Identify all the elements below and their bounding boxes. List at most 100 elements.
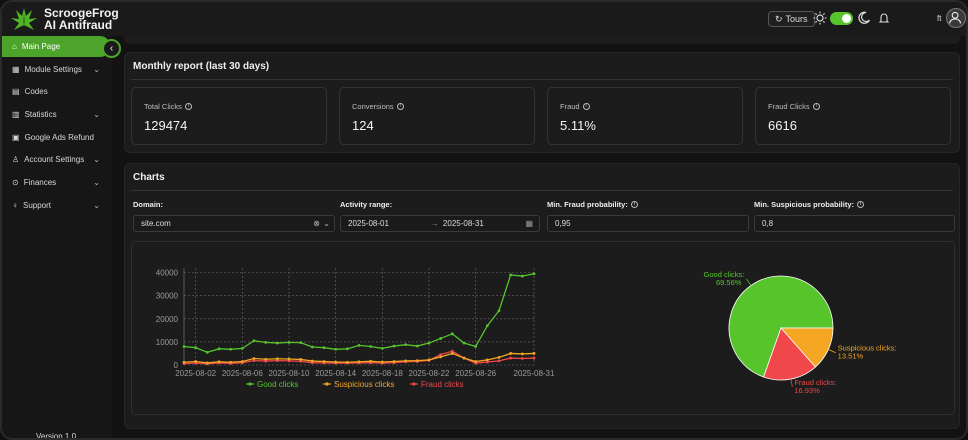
data-point[interactable] <box>252 359 256 363</box>
data-point[interactable] <box>182 360 186 364</box>
data-point[interactable] <box>322 346 326 350</box>
data-point[interactable] <box>345 360 349 364</box>
domain-select[interactable]: site.com ⊗ ⌄ <box>133 215 335 232</box>
data-point[interactable] <box>205 350 209 354</box>
data-point[interactable] <box>194 360 198 363</box>
data-point[interactable] <box>252 357 256 360</box>
data-point[interactable] <box>509 273 513 277</box>
brand[interactable]: ScroogeFrog AI Antifraud <box>10 6 119 32</box>
info-icon[interactable]: i <box>396 103 404 110</box>
data-point[interactable] <box>264 357 268 361</box>
data-point[interactable] <box>427 341 431 345</box>
legend-item[interactable]: Suspicious clicks <box>323 380 394 389</box>
data-point[interactable] <box>357 360 361 364</box>
data-point[interactable] <box>369 359 373 363</box>
data-point[interactable] <box>509 352 513 355</box>
data-point[interactable] <box>357 343 361 347</box>
data-point[interactable] <box>310 359 314 363</box>
collapse-sidebar-button[interactable]: ‹ <box>102 39 121 58</box>
data-point[interactable] <box>240 346 244 350</box>
legend-item[interactable]: Fraud clicks <box>410 380 464 389</box>
data-point[interactable] <box>380 360 384 364</box>
data-point[interactable] <box>392 360 396 363</box>
data-point[interactable] <box>182 345 186 348</box>
sidebar-item-codes[interactable]: ▤ Codes <box>2 81 112 102</box>
info-icon[interactable]: i <box>812 103 820 110</box>
data-point[interactable] <box>520 352 524 356</box>
data-point[interactable] <box>474 360 478 363</box>
sidebar-item-statistics[interactable]: ▥ Statistics ⌄ <box>2 104 112 125</box>
info-icon[interactable]: i <box>857 201 865 208</box>
sun-icon[interactable] <box>813 11 827 25</box>
activity-range-picker[interactable]: 2025-08-01 → 2025-08-31 ▦ <box>340 215 540 232</box>
data-point[interactable] <box>462 341 466 345</box>
data-point[interactable] <box>299 341 303 344</box>
theme-toggle[interactable] <box>830 12 853 25</box>
data-point[interactable] <box>427 358 431 362</box>
data-point[interactable] <box>450 349 454 353</box>
data-point[interactable] <box>392 344 396 348</box>
data-point[interactable] <box>264 340 268 344</box>
sidebar-item-module-settings[interactable]: ▦ Module Settings ⌄ <box>2 59 112 80</box>
data-point[interactable] <box>299 358 303 361</box>
data-point[interactable] <box>485 324 489 328</box>
data-point[interactable] <box>532 356 536 360</box>
data-point[interactable] <box>520 274 524 278</box>
data-point[interactable] <box>497 355 501 359</box>
data-point[interactable] <box>217 360 221 364</box>
data-point[interactable] <box>532 272 536 276</box>
data-point[interactable] <box>229 360 233 364</box>
data-point[interactable] <box>532 352 536 355</box>
data-point[interactable] <box>322 360 326 363</box>
data-point[interactable] <box>497 359 501 363</box>
data-point[interactable] <box>462 356 466 360</box>
info-icon[interactable]: i <box>184 103 192 110</box>
data-point[interactable] <box>439 355 443 359</box>
pie-slice[interactable] <box>728 275 834 378</box>
avatar[interactable] <box>946 8 966 28</box>
data-point[interactable] <box>194 346 198 350</box>
data-point[interactable] <box>345 347 349 351</box>
data-point[interactable] <box>334 360 338 364</box>
data-point[interactable] <box>369 345 373 348</box>
data-point[interactable] <box>310 345 314 349</box>
range-end[interactable]: 2025-08-31 <box>442 219 484 228</box>
data-point[interactable] <box>450 332 454 336</box>
tours-button[interactable]: ↻ Tours <box>768 11 815 27</box>
data-point[interactable] <box>217 347 221 351</box>
data-point[interactable] <box>334 347 338 351</box>
data-point[interactable] <box>275 357 279 361</box>
sidebar-item-google-ads-refund[interactable]: ▣ Google Ads Refund <box>2 127 112 148</box>
range-start[interactable]: 2025-08-01 <box>348 219 389 228</box>
sidebar-item-support[interactable]: ♀ Support ⌄ <box>2 195 112 216</box>
sidebar-item-account-settings[interactable]: ♙ Account Settings ⌄ <box>2 149 112 170</box>
info-icon[interactable]: i <box>630 201 638 208</box>
data-point[interactable] <box>497 309 501 313</box>
sidebar-item-finances[interactable]: ⊙ Finances ⌄ <box>2 172 112 193</box>
data-point[interactable] <box>287 340 291 344</box>
data-point[interactable] <box>474 345 478 348</box>
sidebar-item-main-page[interactable]: ⌂ Main Page <box>2 36 110 57</box>
data-point[interactable] <box>380 346 384 350</box>
data-point[interactable] <box>252 339 256 343</box>
info-icon[interactable]: i <box>582 103 590 110</box>
data-point[interactable] <box>415 344 419 348</box>
data-point[interactable] <box>287 357 291 361</box>
data-point[interactable] <box>439 337 443 340</box>
min-suspicious-input[interactable]: 0,8 <box>754 215 955 232</box>
data-point[interactable] <box>509 356 513 360</box>
bell-icon[interactable] <box>877 11 891 25</box>
data-point[interactable] <box>485 358 489 362</box>
data-point[interactable] <box>450 352 454 355</box>
legend-item[interactable]: Good clicks <box>246 380 298 389</box>
data-point[interactable] <box>439 353 443 357</box>
data-point[interactable] <box>275 341 279 345</box>
moon-icon[interactable] <box>857 11 871 25</box>
clear-icon[interactable]: ⊗ <box>313 219 320 228</box>
data-point[interactable] <box>415 359 419 363</box>
data-point[interactable] <box>520 357 524 360</box>
min-fraud-input[interactable]: 0,95 <box>547 215 749 232</box>
data-point[interactable] <box>229 347 233 351</box>
data-point[interactable] <box>404 359 408 363</box>
data-point[interactable] <box>240 360 244 363</box>
